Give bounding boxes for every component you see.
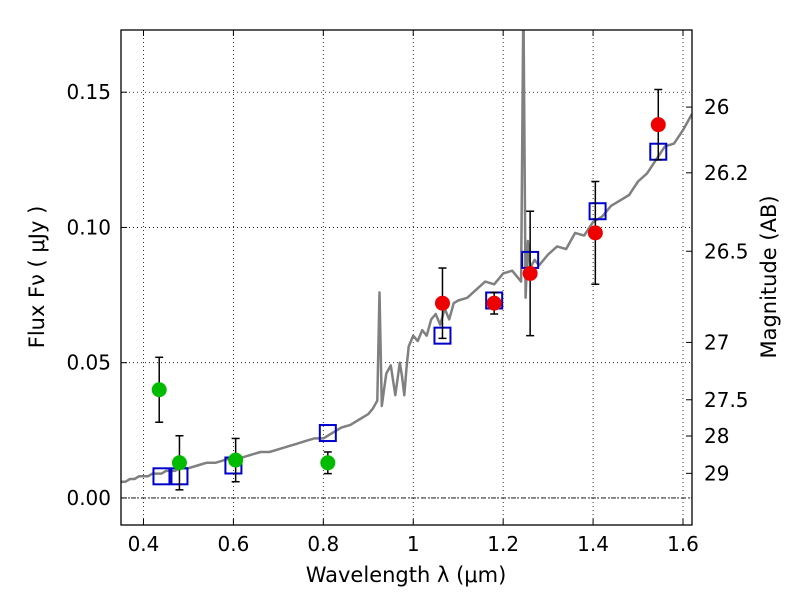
x-tick-label: 0.4 [128, 532, 160, 556]
grid [121, 30, 692, 525]
optical-detection-point [171, 455, 187, 471]
mag-tick-label: 26.5 [704, 239, 749, 263]
x-tick-label: 1.6 [667, 532, 699, 556]
nir-detection-point [434, 295, 450, 311]
optical-detection-point [320, 455, 336, 471]
y-tick-label: 0.10 [66, 215, 111, 239]
x-tick-label: 1.4 [577, 532, 609, 556]
y-tick-label: 0.05 [66, 351, 111, 375]
y-tick-label: 0.00 [66, 486, 111, 510]
y-axis-right-label: Magnitude (AB) [757, 195, 781, 358]
mag-tick-label: 26 [704, 95, 729, 119]
mag-tick-label: 26.2 [704, 161, 749, 185]
nir-detection-point [522, 265, 538, 281]
model-photometry-square [588, 202, 607, 221]
x-axis-label: Wavelength λ (μm) [306, 563, 507, 587]
x-tick-label: 0.8 [307, 532, 339, 556]
x-tick-label: 1 [407, 532, 420, 556]
y-axis-label: Flux Fν ( μJy ) [25, 206, 49, 349]
optical-detection-point [151, 382, 167, 398]
plot-area [121, 30, 692, 491]
mag-tick-label: 29 [704, 461, 729, 485]
axes: 0.4 0.6 0.8 1 1.2 1.4 1.6 0.00 0.05 0.10 0.15 26 26.… [66, 30, 749, 556]
mag-tick-label: 27.5 [704, 388, 749, 412]
y-tick-label: 0.15 [66, 80, 111, 104]
optical-detection-point [228, 452, 244, 468]
x-tick-label: 0.6 [217, 532, 249, 556]
model-photometry-square [318, 424, 337, 443]
model-photometry-square [152, 467, 171, 486]
plot-frame [120, 29, 693, 526]
mag-tick-label: 27 [704, 330, 729, 354]
nir-detection-point [587, 225, 603, 241]
mag-tick-label: 28 [704, 424, 729, 448]
x-tick-label: 1.2 [487, 532, 519, 556]
nir-detection-point [650, 117, 666, 133]
nir-detection-point [486, 295, 502, 311]
